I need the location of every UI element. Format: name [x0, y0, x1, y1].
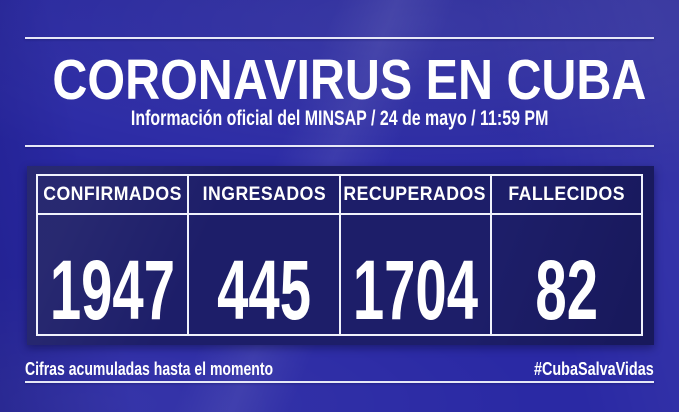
- stat-value: 82: [492, 215, 641, 334]
- page-title: CORONAVIRUS EN CUBA: [0, 52, 679, 109]
- stat-value: 1947: [38, 215, 187, 334]
- top-divider-line: [25, 37, 654, 39]
- stat-value: 445: [189, 215, 338, 334]
- stat-label-text: RECUPERADOS: [343, 184, 487, 205]
- footer-divider-line: [25, 381, 654, 383]
- stat-label-text: INGRESADOS: [202, 184, 326, 205]
- stat-value: 1704: [341, 215, 490, 334]
- stat-value-text: 445: [216, 242, 311, 337]
- stat-label-text: FALLECIDOS: [508, 184, 625, 205]
- stat-column-recuperados: RECUPERADOS 1704: [340, 176, 492, 334]
- subtitle: Información oficial del MINSAP / 24 de m…: [0, 108, 679, 129]
- stat-label: RECUPERADOS: [340, 176, 490, 215]
- page-title-text: CORONAVIRUS EN CUBA: [52, 48, 647, 112]
- footer-note-text: Cifras acumuladas hasta el momento: [25, 359, 274, 379]
- header-divider-line: [25, 145, 654, 147]
- footer-note: Cifras acumuladas hasta el momento: [25, 360, 343, 378]
- subtitle-text: Información oficial del MINSAP / 24 de m…: [130, 107, 549, 130]
- hashtag: #CubaSalvaVidas: [504, 360, 654, 378]
- stat-value-text: 1947: [50, 242, 176, 337]
- stat-value-text: 82: [535, 242, 598, 337]
- stats-table: CONFIRMADOS 1947 INGRESADOS 445 RECUPERA…: [36, 174, 643, 336]
- stat-column-fallecidos: FALLECIDOS 82: [491, 176, 641, 334]
- stats-panel: CONFIRMADOS 1947 INGRESADOS 445 RECUPERA…: [27, 166, 654, 345]
- stat-column-ingresados: INGRESADOS 445: [189, 176, 341, 334]
- stat-label: INGRESADOS: [189, 176, 339, 215]
- stat-label-text: CONFIRMADOS: [43, 184, 182, 205]
- stat-label: CONFIRMADOS: [38, 176, 188, 215]
- stat-value-text: 1704: [352, 242, 478, 337]
- stat-label: FALLECIDOS: [491, 176, 641, 215]
- hashtag-text: #CubaSalvaVidas: [534, 359, 654, 379]
- stat-column-confirmados: CONFIRMADOS 1947: [38, 176, 190, 334]
